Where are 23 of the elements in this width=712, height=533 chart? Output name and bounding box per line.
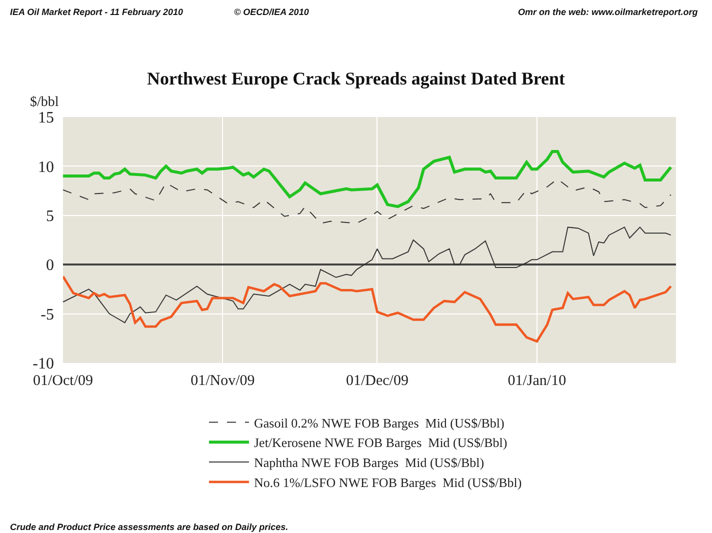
line-series (63, 275, 672, 343)
x-tick-label: 01/Nov/09 (190, 373, 255, 389)
legend-label: Naphtha NWE FOB Barges Mid (US$/Bbl) (254, 455, 484, 470)
legend-label: Jet/Kerosene NWE FOB Barges Mid (US$/Bbl) (254, 435, 508, 450)
x-tick-label: 01/Dec/09 (346, 373, 408, 389)
y-axis-title: $/bbl (30, 95, 59, 110)
text: © OECD/IEA 2010 (234, 7, 309, 17)
y-tick-label: 0 (46, 257, 54, 274)
line-series (63, 150, 672, 208)
legend-label: Gasoil 0.2% NWE FOB Barges Mid (US$/Bbl) (254, 415, 504, 430)
y-tick-label: 10 (38, 158, 54, 176)
legend-label: No.6 1%/LSFO NWE FOB Barges Mid (US$/Bbl) (254, 475, 522, 490)
y-tick-label: -5 (40, 306, 54, 324)
chart-title: Northwest Europe Crack Spreads against Dated Brent (146, 68, 566, 88)
y-tick-label: -10 (32, 356, 54, 373)
text: Crude and Product Price assessments are based on Daily prices. (10, 522, 288, 532)
line-series (63, 226, 672, 324)
x-tick-label: 01/Jan/10 (508, 373, 566, 389)
y-tick-label: 15 (38, 110, 54, 127)
text: Omr on the web: www.oilmarketreport.org (518, 7, 698, 17)
text: IEA Oil Market Report - 11 February 2010 (10, 7, 184, 17)
x-tick-label: 01/Oct/09 (33, 373, 93, 389)
y-tick-label: 5 (46, 208, 54, 225)
